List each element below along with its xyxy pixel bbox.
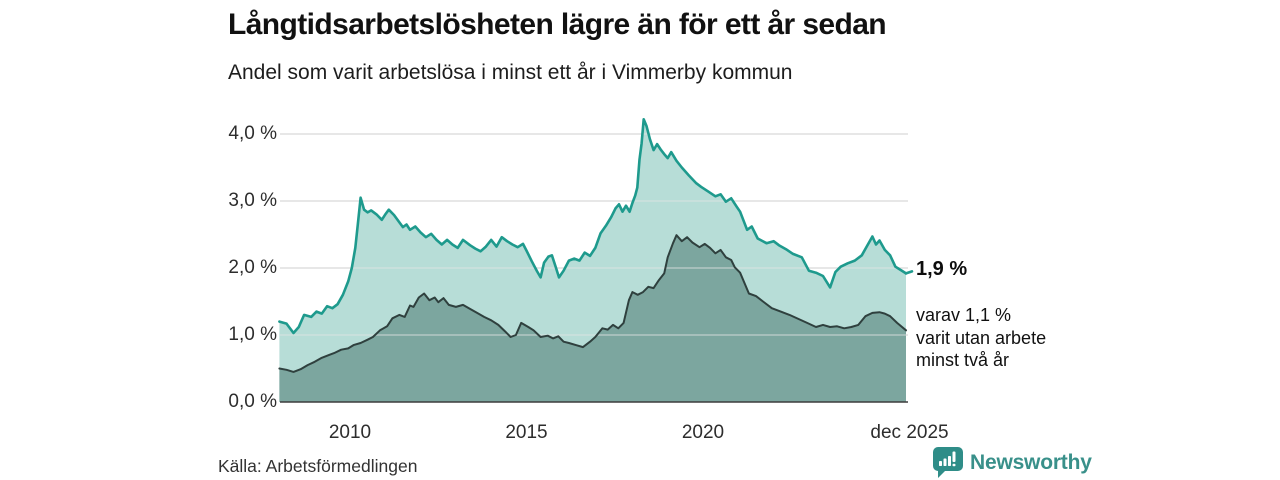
series-end-annotation: varav 1,1 % varit utan arbete minst två … xyxy=(916,305,1047,370)
x-tick-label: 2020 xyxy=(681,422,725,443)
chart-subtitle: Andel som varit arbetslösa i minst ett å… xyxy=(228,61,793,84)
series-end-tick xyxy=(904,270,914,275)
newsworthy-logo: Newsworthy xyxy=(933,447,1092,478)
x-tick-label: 2015 xyxy=(505,422,548,443)
y-tick-label: 3,0 % xyxy=(228,190,277,211)
newsworthy-bar-chart-bubble-icon xyxy=(933,447,963,478)
area-fill-unemployed-two-years xyxy=(279,235,906,402)
series-end-value-label: 1,9 % xyxy=(916,258,968,280)
y-tick-label: 1,0 % xyxy=(228,324,277,345)
y-tick-label: 2,0 % xyxy=(228,257,277,278)
page-title: Långtidsarbetslösheten lägre än för ett … xyxy=(228,8,887,41)
y-tick-label: 4,0 % xyxy=(228,123,277,144)
y-tick-label: 0,0 % xyxy=(228,391,277,412)
x-tick-label: 2010 xyxy=(328,422,372,443)
source-attribution: Källa: Arbetsförmedlingen xyxy=(218,456,418,476)
x-tick-label: dec 2025 xyxy=(870,422,949,443)
line-unemployed-one-year xyxy=(278,118,908,335)
newsworthy-logo-text: Newsworthy xyxy=(970,450,1092,474)
line-unemployed-two-years xyxy=(278,234,907,373)
